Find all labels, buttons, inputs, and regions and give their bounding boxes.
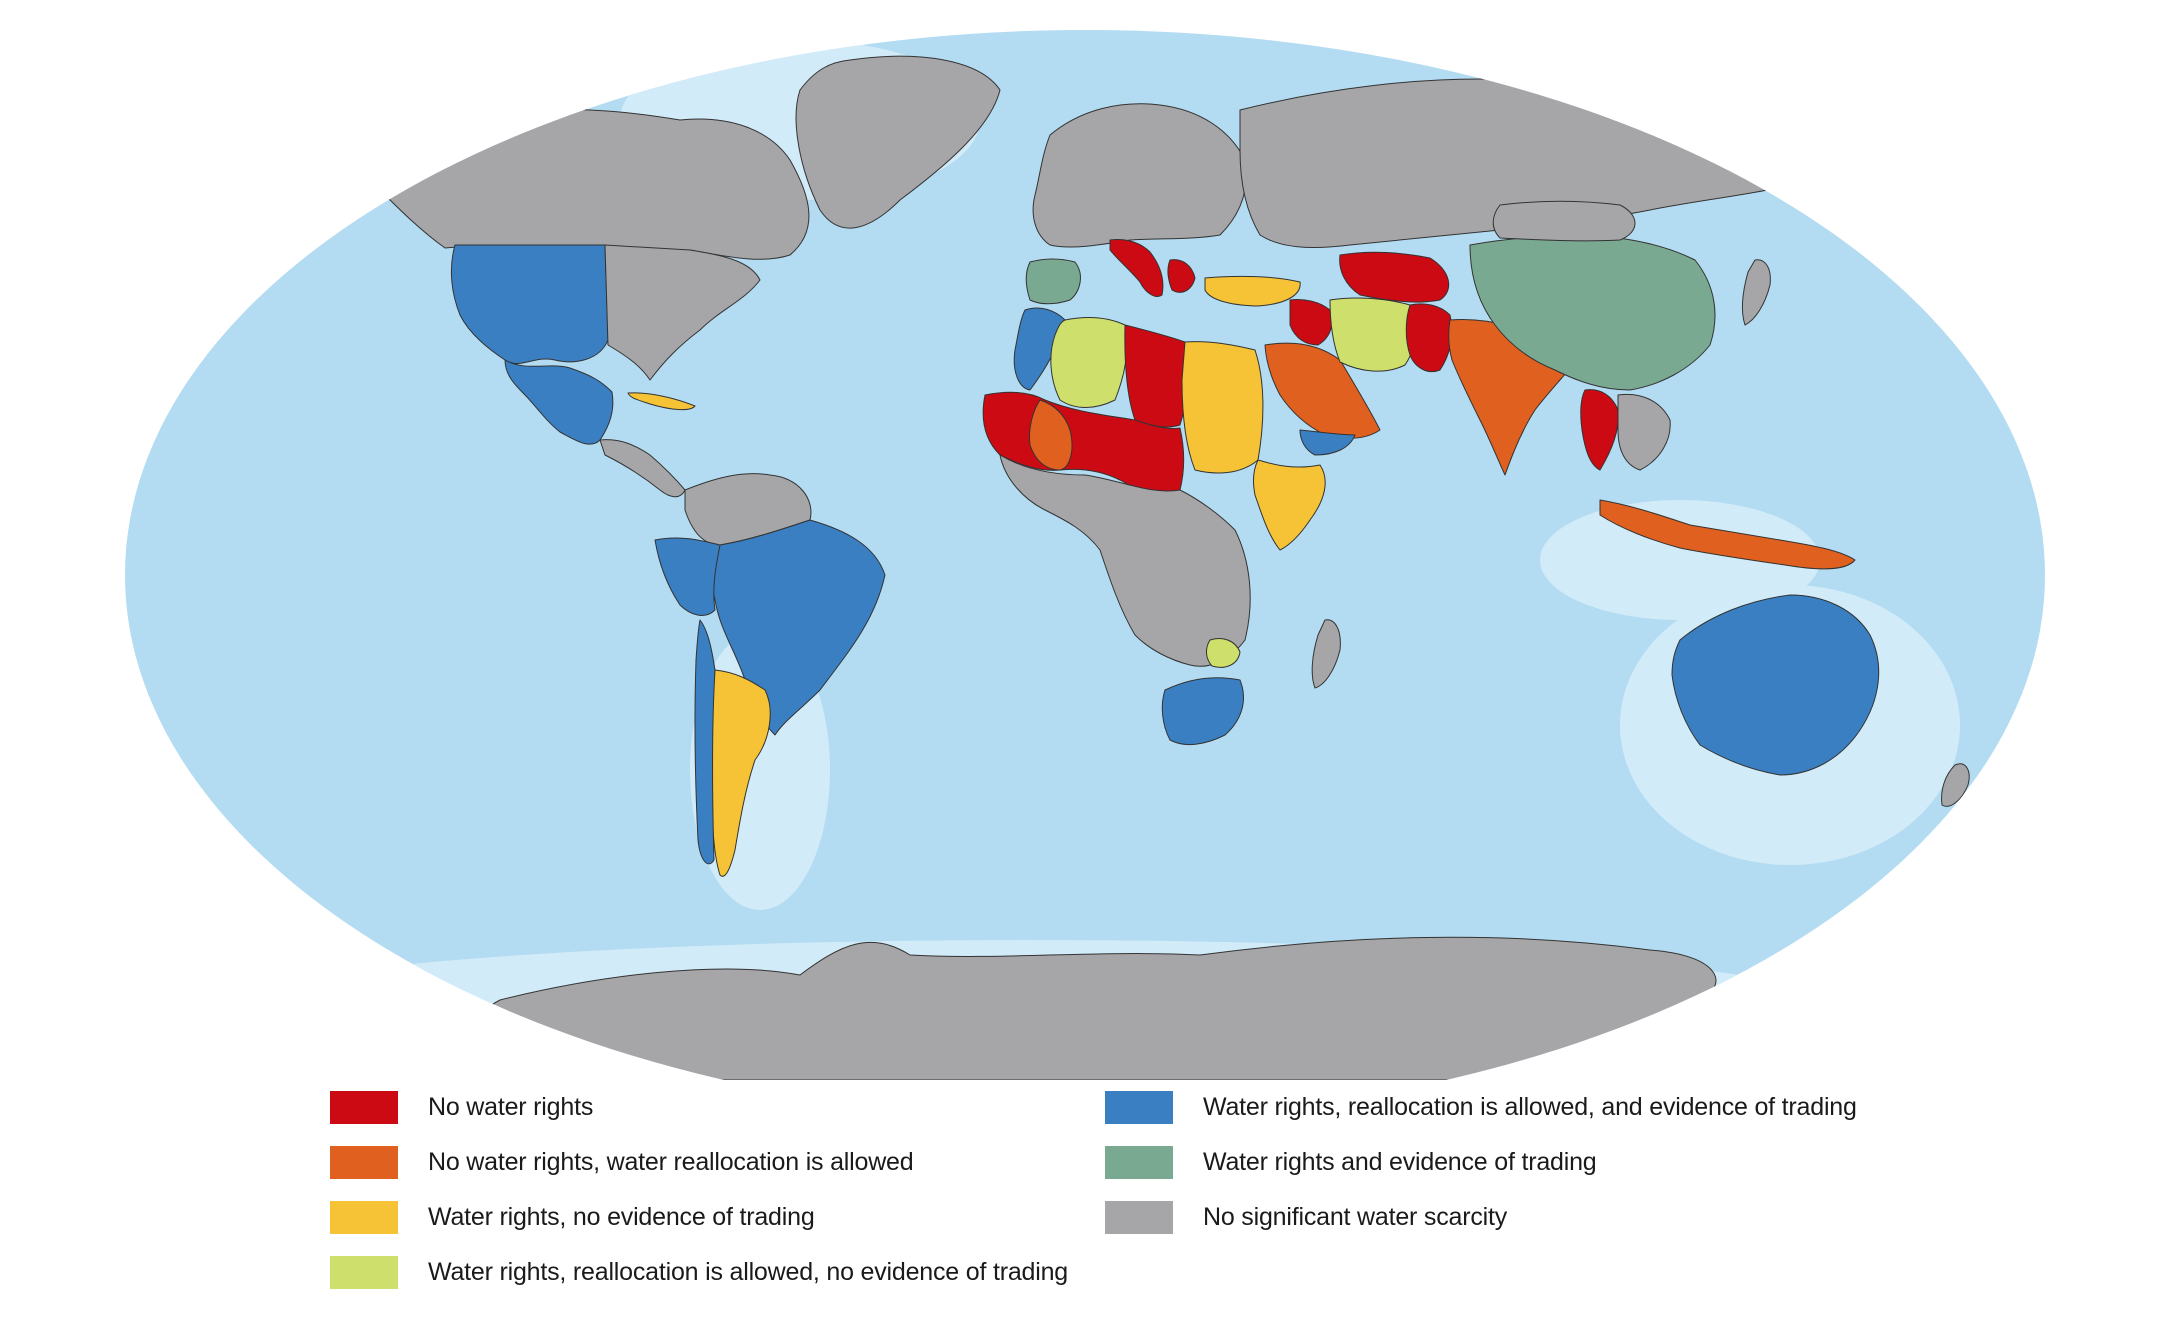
- legend-swatch: [1105, 1145, 1173, 1179]
- legend-item-rights-realloc-trading: Water rights, reallocation is allowed, a…: [1105, 1090, 1857, 1124]
- region-spain: [1025, 258, 1081, 305]
- region-zimbabwe: [1206, 638, 1241, 668]
- legend-label: No water rights: [428, 1092, 594, 1121]
- region-egypt-sudan: [1181, 341, 1264, 474]
- region-brazil: [711, 519, 886, 736]
- region-greenland: [795, 55, 1001, 229]
- legend-item-no-rights-realloc: No water rights, water reallocation is a…: [330, 1145, 914, 1179]
- region-mongolia: [1492, 200, 1636, 242]
- region-algeria: [1050, 317, 1128, 408]
- region-iraq: [1289, 299, 1333, 346]
- region-turkey: [1204, 275, 1301, 307]
- region-mali: [1029, 399, 1073, 471]
- region-alaska: [276, 124, 396, 206]
- region-europe: [1032, 103, 1247, 248]
- region-madagascar: [1311, 619, 1341, 689]
- region-horn-of-africa: [1253, 459, 1326, 551]
- region-peru: [654, 537, 721, 616]
- legend-swatch: [1105, 1200, 1173, 1234]
- region-eastern-united-states: [604, 244, 761, 381]
- region-italy: [1109, 239, 1164, 297]
- region-pakistan: [1405, 303, 1453, 373]
- legend-swatch: [1105, 1090, 1173, 1124]
- region-japan: [1741, 259, 1771, 326]
- region-yemen: [1299, 429, 1356, 456]
- legend-item-rights-trading: Water rights and evidence of trading: [1105, 1145, 1597, 1179]
- legend-item-no-rights: No water rights: [330, 1090, 593, 1124]
- legend-label: Water rights, reallocation is allowed, n…: [428, 1257, 1068, 1286]
- region-greece: [1167, 259, 1196, 293]
- legend-item-no-scarcity: No significant water scarcity: [1105, 1200, 1507, 1234]
- region-central-asia: [1339, 251, 1450, 303]
- region-indonesia: [1599, 499, 1856, 570]
- legend-label: Water rights, reallocation is allowed, a…: [1203, 1092, 1857, 1121]
- region-new-zealand: [1941, 763, 1970, 807]
- region-south-africa: [1161, 677, 1244, 746]
- legend-label: Water rights, no evidence of trading: [428, 1202, 815, 1231]
- region-southeast-asia: [1617, 393, 1671, 471]
- region-iran: [1329, 297, 1417, 372]
- region-australia: [1671, 594, 1880, 776]
- region-thailand: [1580, 389, 1619, 471]
- legend-item-rights-no-trading: Water rights, no evidence of trading: [330, 1200, 815, 1234]
- land-layer: [210, 40, 1970, 1080]
- legend-label: No significant water scarcity: [1203, 1202, 1508, 1231]
- region-morocco: [1013, 307, 1066, 391]
- region-chile: [694, 619, 716, 865]
- region-libya: [1124, 324, 1189, 428]
- legend-label: No water rights, water reallocation is a…: [428, 1147, 914, 1176]
- legend-swatch: [330, 1200, 398, 1234]
- legend-item-rights-realloc-no-trading: Water rights, reallocation is allowed, n…: [330, 1255, 1068, 1289]
- world-map: [125, 30, 2045, 1080]
- legend-swatch: [330, 1255, 398, 1289]
- legend-label: Water rights and evidence of trading: [1203, 1147, 1597, 1176]
- region-cuba: [627, 392, 696, 411]
- legend-swatch: [330, 1145, 398, 1179]
- legend-swatch: [330, 1090, 398, 1124]
- region-saudi-arabia: [1264, 342, 1381, 439]
- legend: No water rights No water rights, water r…: [0, 1080, 2162, 1300]
